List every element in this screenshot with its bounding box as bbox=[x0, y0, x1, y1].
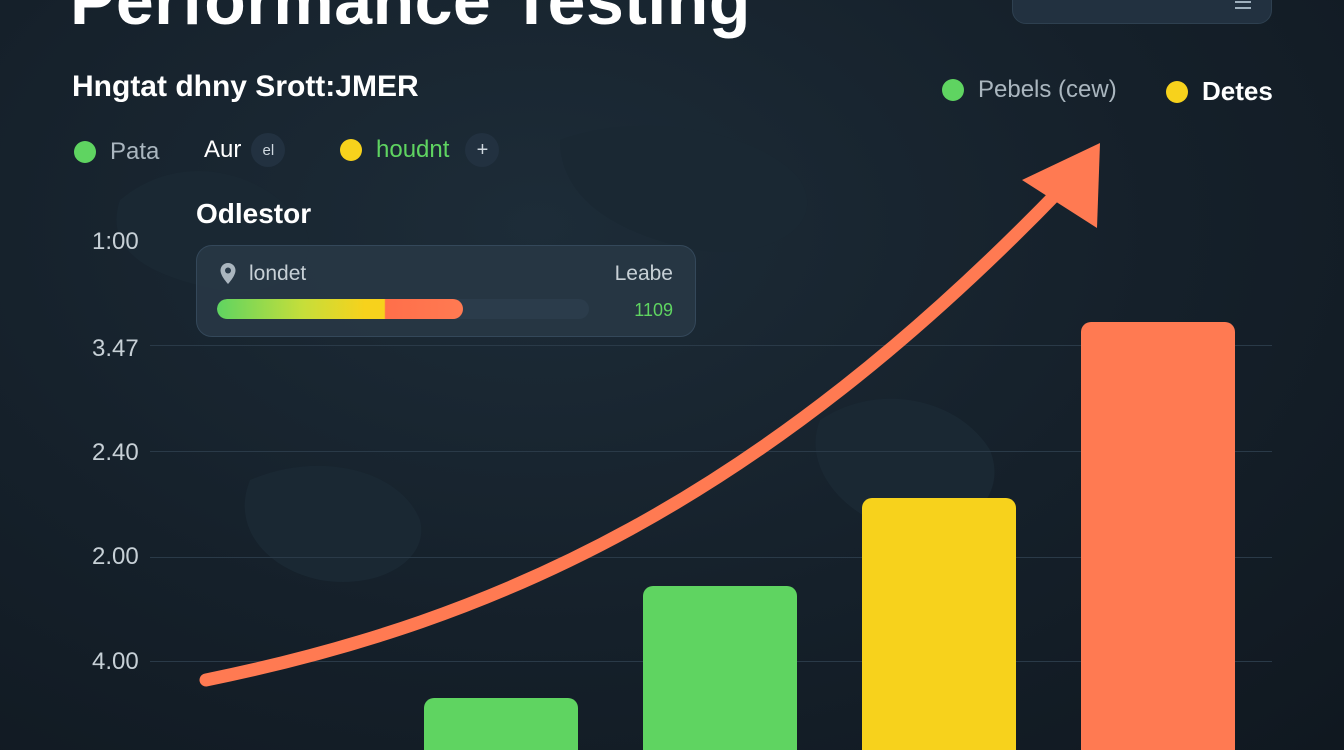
filter-label: houdnt bbox=[376, 136, 450, 163]
legend-label: Pebels (cew) bbox=[978, 76, 1117, 103]
trend-arrow-line bbox=[199, 183, 1067, 687]
filter-label: Pata bbox=[110, 138, 160, 165]
add-filter-button[interactable]: + bbox=[465, 133, 500, 167]
overlay-right-label: Leabe bbox=[614, 262, 673, 285]
menu-icon[interactable] bbox=[1235, 1, 1251, 13]
bar-3 bbox=[643, 586, 797, 750]
legend-dot-green bbox=[942, 79, 964, 101]
overlay-progress-track bbox=[217, 299, 589, 319]
filter-dot-green bbox=[74, 141, 96, 163]
gridline bbox=[150, 451, 1272, 452]
filter-dot-yellow bbox=[340, 139, 362, 161]
overlay-name: londet bbox=[249, 262, 307, 285]
overlay-progress-fill bbox=[217, 299, 463, 319]
filter-item-pata[interactable]: Pata bbox=[74, 138, 159, 166]
legend-dot-yellow bbox=[1166, 80, 1188, 103]
bar-2 bbox=[424, 698, 578, 750]
section-label: Odlestor bbox=[196, 198, 312, 229]
page-title: Performance Testing bbox=[70, 0, 751, 39]
y-tick-label: 4.00 bbox=[92, 648, 139, 675]
trend-arrow-head bbox=[1022, 143, 1100, 228]
filter-item-houdnt[interactable]: houdnt + bbox=[340, 133, 500, 167]
overlay-card[interactable]: londet Leabe 1109 bbox=[196, 245, 696, 337]
filter-label: Aur bbox=[204, 136, 242, 163]
top-right-control[interactable] bbox=[1012, 0, 1272, 24]
overlay-value: 1109 bbox=[634, 300, 673, 320]
y-tick-label: 3.47 bbox=[92, 335, 139, 362]
legend-label: Detes bbox=[1202, 76, 1273, 106]
y-tick-label: 1:00 bbox=[92, 228, 139, 255]
y-tick-label: 2.40 bbox=[92, 439, 139, 466]
legend-item-series-2: Detes bbox=[1166, 76, 1273, 107]
y-tick-label: 2.00 bbox=[92, 543, 139, 570]
bar-5 bbox=[1081, 322, 1235, 750]
gridline bbox=[150, 557, 1272, 558]
gridline bbox=[150, 345, 1272, 346]
chart-subtitle: Hngtat dhny Srott:JMER bbox=[72, 70, 419, 103]
filter-toggle-button[interactable]: el bbox=[251, 133, 286, 167]
location-pin-icon bbox=[219, 262, 237, 291]
filter-item-aur[interactable]: Aur el bbox=[204, 133, 286, 167]
legend-item-series-1: Pebels (cew) bbox=[942, 76, 1117, 104]
bar-4 bbox=[862, 498, 1016, 750]
